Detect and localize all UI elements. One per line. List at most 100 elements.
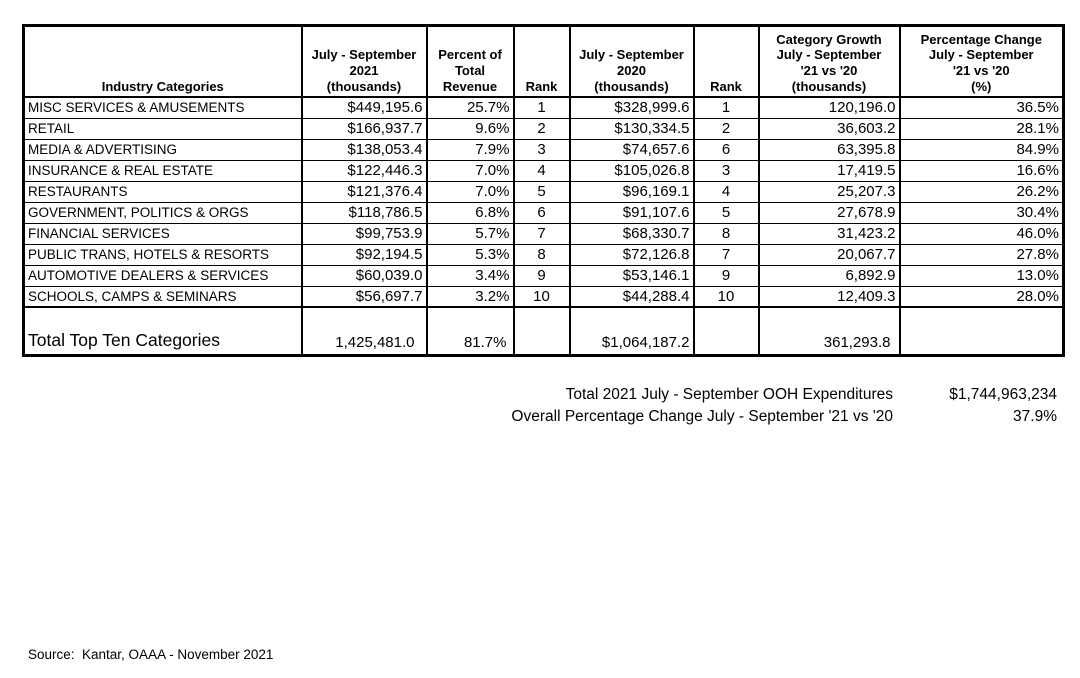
cell-category: FINANCIAL SERVICES — [22, 222, 303, 245]
cell-growth: 20,067.7 — [757, 243, 901, 266]
cell-growth: 17,419.5 — [757, 159, 901, 182]
cell-growth: 36,603.2 — [757, 117, 901, 140]
table-row: AUTOMOTIVE DEALERS & SERVICES $60,039.0 3.… — [22, 264, 1065, 287]
cell-2020-value: $91,107.6 — [568, 201, 695, 224]
total-percent-change-empty — [898, 306, 1065, 356]
summary-total-value: $1,744,963,234 — [949, 386, 1057, 403]
cell-category: SCHOOLS, CAMPS & SEMINARS — [22, 285, 303, 308]
cell-rank-2021: 9 — [512, 264, 571, 287]
header-rank-2021: Rank — [512, 25, 571, 98]
table-row: RETAIL $166,937.7 9.6% 2 $130,334.5 2 36,603.2… — [22, 117, 1065, 140]
cell-percent-change: 84.9% — [898, 138, 1065, 161]
cell-2020-value: $68,330.7 — [568, 222, 695, 245]
cell-percent-revenue: 6.8% — [425, 201, 515, 224]
cell-2020-value: $105,026.8 — [568, 159, 695, 182]
cell-2020-value: $96,169.1 — [568, 180, 695, 203]
expenditures-table: Industry Categories July - September 202… — [22, 24, 1065, 357]
cell-2021-value: $56,697.7 — [300, 285, 428, 308]
summary-block: Total 2021 July - September OOH Expendit… — [22, 384, 1057, 428]
cell-percent-revenue: 9.6% — [425, 117, 515, 140]
cell-percent-change: 30.4% — [898, 201, 1065, 224]
total-row: Total Top Ten Categories 1,425,481.0 81.… — [22, 306, 1065, 356]
cell-percent-revenue: 5.3% — [425, 243, 515, 266]
header-rank-2020: Rank — [692, 25, 760, 98]
cell-category: RESTAURANTS — [22, 180, 303, 203]
table-row: PUBLIC TRANS, HOTELS & RESORTS $92,194.5 5… — [22, 243, 1065, 266]
cell-percent-change: 28.1% — [898, 117, 1065, 140]
cell-percent-change: 28.0% — [898, 285, 1065, 308]
cell-2021-value: $122,446.3 — [300, 159, 428, 182]
cell-rank-2021: 10 — [512, 285, 571, 308]
cell-category: MEDIA & ADVERTISING — [22, 138, 303, 161]
cell-rank-2020: 4 — [692, 180, 760, 203]
cell-2020-value: $53,146.1 — [568, 264, 695, 287]
cell-2021-value: $99,753.9 — [300, 222, 428, 245]
table-body: MISC SERVICES & AMUSEMENTS $449,195.6 25.7… — [22, 96, 1065, 308]
cell-growth: 63,395.8 — [757, 138, 901, 161]
cell-rank-2020: 5 — [692, 201, 760, 224]
cell-2020-value: $72,126.8 — [568, 243, 695, 266]
cell-growth: 27,678.9 — [757, 201, 901, 224]
cell-2020-value: $130,334.5 — [568, 117, 695, 140]
cell-2021-value: $118,786.5 — [300, 201, 428, 224]
cell-percent-change: 27.8% — [898, 243, 1065, 266]
cell-rank-2021: 2 — [512, 117, 571, 140]
header-industry-categories: Industry Categories — [22, 25, 303, 98]
cell-rank-2020: 1 — [692, 96, 760, 119]
cell-category: GOVERNMENT, POLITICS & ORGS — [22, 201, 303, 224]
cell-percent-revenue: 5.7% — [425, 222, 515, 245]
cell-percent-change: 26.2% — [898, 180, 1065, 203]
cell-category: INSURANCE & REAL ESTATE — [22, 159, 303, 182]
total-2021-value: 1,425,481.0 — [300, 306, 428, 356]
cell-2021-value: $449,195.6 — [300, 96, 428, 119]
cell-percent-change: 36.5% — [898, 96, 1065, 119]
summary-change-label: Overall Percentage Change July - Septemb… — [511, 408, 893, 425]
cell-2021-value: $166,937.7 — [300, 117, 428, 140]
header-category-growth: Category Growth July - September '21 vs … — [757, 25, 901, 98]
table-row: INSURANCE & REAL ESTATE $122,446.3 7.0% 4 $1… — [22, 159, 1065, 182]
cell-category: AUTOMOTIVE DEALERS & SERVICES — [22, 264, 303, 287]
summary-total-label: Total 2021 July - September OOH Expendit… — [565, 386, 893, 403]
summary-change-value: 37.9% — [1013, 408, 1057, 425]
cell-rank-2021: 1 — [512, 96, 571, 119]
cell-rank-2021: 5 — [512, 180, 571, 203]
cell-growth: 120,196.0 — [757, 96, 901, 119]
cell-rank-2020: 10 — [692, 285, 760, 308]
header-2021-thousands: July - September 2021 (thousands) — [300, 25, 428, 98]
cell-growth: 12,409.3 — [757, 285, 901, 308]
cell-rank-2020: 6 — [692, 138, 760, 161]
cell-rank-2020: 2 — [692, 117, 760, 140]
table-row: FINANCIAL SERVICES $99,753.9 5.7% 7 $68,330.… — [22, 222, 1065, 245]
cell-2020-value: $44,288.4 — [568, 285, 695, 308]
table-row: RESTAURANTS $121,376.4 7.0% 5 $96,169.1 4 25,2… — [22, 180, 1065, 203]
total-rank-2020-empty — [692, 306, 760, 356]
footer-block: Source: Kantar, OAAA - November 2021 Pre… — [28, 607, 414, 678]
table-row: GOVERNMENT, POLITICS & ORGS $118,786.5 6.8… — [22, 201, 1065, 224]
cell-rank-2020: 3 — [692, 159, 760, 182]
summary-row-total-expenditures: Total 2021 July - September OOH Expendit… — [22, 384, 1057, 406]
cell-percent-revenue: 3.2% — [425, 285, 515, 308]
cell-percent-change: 46.0% — [898, 222, 1065, 245]
cell-percent-revenue: 7.0% — [425, 180, 515, 203]
total-rank-2021-empty — [512, 306, 571, 356]
table-row: SCHOOLS, CAMPS & SEMINARS $56,697.7 3.2% 10… — [22, 285, 1065, 308]
source-line: Source: Kantar, OAAA - November 2021 — [28, 647, 274, 662]
cell-category: PUBLIC TRANS, HOTELS & RESORTS — [22, 243, 303, 266]
cell-2020-value: $328,999.6 — [568, 96, 695, 119]
cell-2021-value: $121,376.4 — [300, 180, 428, 203]
cell-rank-2021: 6 — [512, 201, 571, 224]
cell-percent-change: 13.0% — [898, 264, 1065, 287]
cell-2021-value: $92,194.5 — [300, 243, 428, 266]
cell-rank-2021: 4 — [512, 159, 571, 182]
cell-percent-revenue: 7.9% — [425, 138, 515, 161]
cell-2020-value: $74,657.6 — [568, 138, 695, 161]
cell-percent-change: 16.6% — [898, 159, 1065, 182]
total-growth-value: 361,293.8 — [757, 306, 901, 356]
cell-growth: 31,423.2 — [757, 222, 901, 245]
table-total-section: Total Top Ten Categories 1,425,481.0 81.… — [22, 306, 1065, 356]
cell-rank-2020: 9 — [692, 264, 760, 287]
cell-2021-value: $60,039.0 — [300, 264, 428, 287]
total-percent-revenue: 81.7% — [425, 306, 515, 356]
total-2020-value: $1,064,187.2 — [568, 306, 695, 356]
